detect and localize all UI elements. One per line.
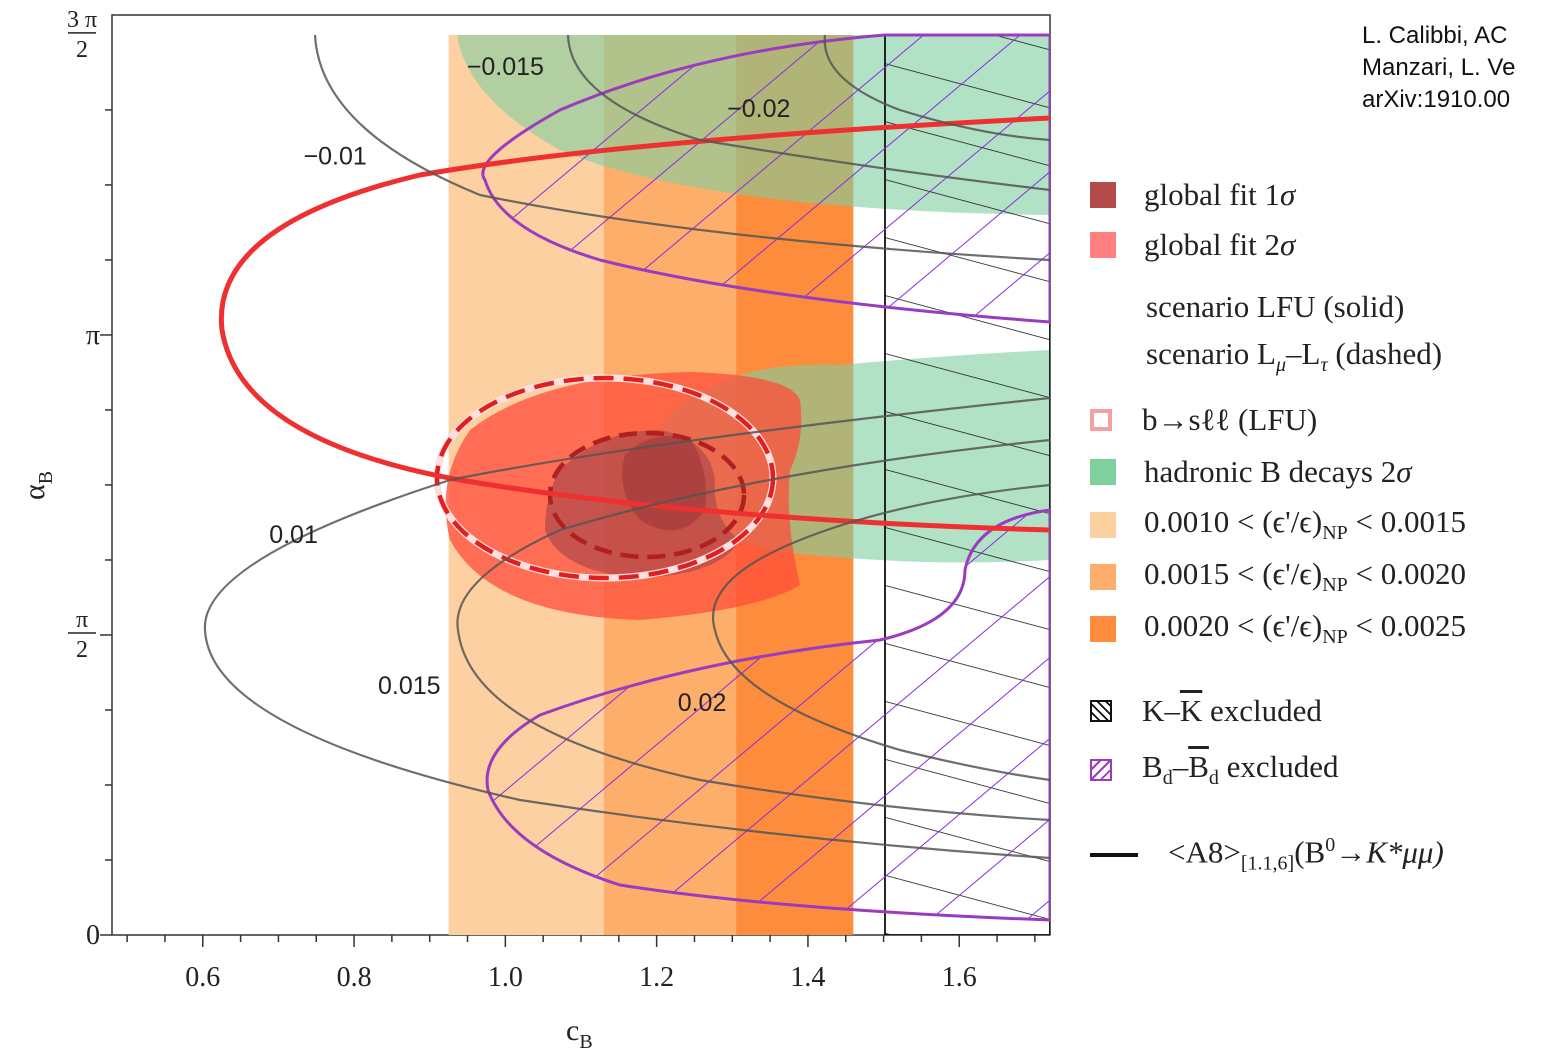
legend-superscript: 0 [1325, 834, 1336, 857]
legend-label: b→sℓℓ (LFU) [1142, 402, 1318, 437]
legend-label: –L [1286, 336, 1321, 372]
legend-label: 0.0020 [1380, 556, 1466, 592]
contour-value-label: 0.015 [378, 672, 441, 700]
swatch-global-2sigma [1090, 232, 1116, 258]
swatch-eps2 [1090, 564, 1116, 590]
legend-label-greek: σ [1280, 227, 1296, 262]
contour-labels: −0.015 −0.02 −0.01 0.01 0.015 0.02 [269, 53, 790, 717]
legend-item-bsll: b→sℓℓ (LFU) [1090, 400, 1317, 440]
swatch-global-1sigma [1090, 182, 1116, 208]
swatch-kk-hatch [1090, 700, 1112, 722]
x-tick-label: 0.8 [337, 962, 372, 993]
contour-value-label: −0.02 [727, 95, 790, 123]
credit-line: L. Calibbi, AC [1362, 22, 1508, 49]
legend-item-hadronic: hadronic B decays 2σ [1090, 452, 1412, 492]
a8-contours [203, 34, 1050, 860]
swatch-eps1 [1090, 512, 1116, 538]
legend-label: K [1142, 693, 1165, 728]
y-tick-label-denominator: 2 [76, 37, 88, 63]
legend-label: < (ϵ'/ϵ) [1229, 556, 1323, 592]
x-axis: 0.6 0.8 1.0 1.2 1.4 1.6 [126, 935, 1036, 993]
legend-label: 0.0015 [1380, 504, 1466, 540]
y-tick-label-numerator: π [76, 607, 88, 633]
legend-item-bd-excluded: Bd–Bd excluded [1090, 749, 1339, 790]
y-tick-label-denominator: 2 [76, 637, 88, 663]
x-tick-label: 1.2 [639, 962, 674, 993]
swatch-eps3 [1090, 616, 1116, 642]
swatch-bsll [1090, 409, 1112, 431]
legend-item-kk-excluded: K–K excluded [1090, 691, 1322, 731]
legend-label-greek: σ [1280, 177, 1296, 212]
x-tick-label: 0.6 [185, 962, 220, 993]
legend-label: < (ϵ'/ϵ) [1229, 504, 1323, 540]
plot-area: −0.015 −0.02 −0.01 0.01 0.015 0.02 [203, 33, 1050, 935]
legend-subscript: d [1162, 767, 1173, 790]
legend-label-overline: B [1188, 749, 1209, 785]
legend-item-global-1sigma: global fit 1σ [1090, 175, 1295, 215]
legend-label: hadronic B decays 2 [1144, 454, 1397, 489]
legend-label: < (ϵ'/ϵ) [1229, 608, 1323, 644]
legend-label-greek: σ [1396, 454, 1412, 489]
contour-value-label: 0.02 [678, 689, 727, 717]
y-tick-label: 0 [86, 920, 100, 951]
legend-label: 0.0020 [1144, 608, 1230, 644]
legend-subscript: τ [1320, 354, 1328, 377]
swatch-bd-hatch [1090, 759, 1112, 781]
legend-subscript: [1.1,6] [1240, 852, 1295, 875]
contour-value-label: 0.01 [269, 521, 318, 549]
bd-excluded-lower [485, 508, 1050, 922]
legend-label: scenario L [1146, 336, 1276, 372]
credit-line: arXiv:1910.00 [1362, 86, 1511, 113]
legend-label: <A8> [1168, 834, 1241, 870]
credit-line: Manzari, L. Ve [1362, 54, 1516, 81]
legend-label: (B [1294, 834, 1326, 870]
legend-item-eps2: 0.0015 < (ϵ'/ϵ)NP < 0.0020 [1090, 556, 1466, 597]
legend-label: B [1142, 749, 1163, 785]
legend-label-overline: K [1179, 693, 1203, 728]
legend-subscript: NP [1322, 522, 1348, 545]
legend-label: 0.0015 [1144, 556, 1230, 592]
lfu-fit-line [218, 115, 1050, 533]
legend-subscript: NP [1322, 574, 1348, 597]
legend-label: →K*μμ) [1335, 834, 1444, 870]
contour-value-label: −0.015 [467, 53, 544, 81]
legend-subscript: NP [1322, 626, 1348, 649]
y-axis-label: αB [18, 471, 57, 500]
contour-value-label: −0.01 [304, 143, 367, 171]
legend-label: global fit 2 [1144, 227, 1281, 262]
legend-subscript: μ [1275, 354, 1287, 377]
y-tick-label-numerator: 3 π [67, 7, 97, 33]
legend-label: – [1172, 749, 1189, 785]
y-tick-label: π [86, 320, 100, 351]
swatch-a8-line [1090, 853, 1138, 857]
legend-note-lfu: scenario LFU (solid) [1090, 287, 1404, 327]
y-axis: 0 π 2 π 3 π 2 [67, 7, 112, 951]
legend-label: – [1164, 693, 1180, 728]
legend-label: excluded [1218, 749, 1339, 785]
swatch-hadronic [1090, 459, 1116, 485]
legend-label: scenario LFU (solid) [1146, 289, 1405, 324]
x-tick-label: 1.4 [790, 962, 825, 993]
x-axis-label: cB [566, 1014, 593, 1048]
legend-label: 0.0010 [1144, 504, 1230, 540]
x-tick-label: 1.6 [942, 962, 977, 993]
legend-item-a8: <A8>[1.1,6](B0→K*μμ) [1090, 834, 1444, 875]
author-credit: L. Calibbi, AC Manzari, L. Ve arXiv:1910… [1362, 20, 1515, 116]
x-tick-label: 1.0 [488, 962, 523, 993]
legend-label: global fit 1 [1144, 177, 1281, 212]
legend-item-eps1: 0.0010 < (ϵ'/ϵ)NP < 0.0015 [1090, 504, 1466, 545]
legend-item-global-2sigma: global fit 2σ [1090, 225, 1295, 265]
legend-label: 0.0025 [1380, 608, 1466, 644]
legend-label: (dashed) [1327, 336, 1443, 372]
legend-item-eps3: 0.0020 < (ϵ'/ϵ)NP < 0.0025 [1090, 608, 1466, 649]
legend-note-lmu-ltau: scenario Lμ–Lτ (dashed) [1090, 336, 1443, 377]
legend-label: excluded [1202, 693, 1322, 728]
legend-subscript: d [1208, 767, 1219, 790]
